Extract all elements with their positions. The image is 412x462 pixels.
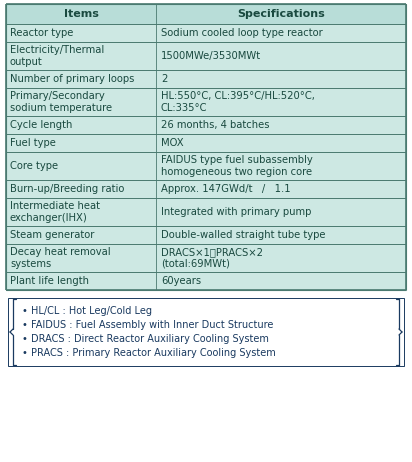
Bar	[6, 116, 156, 134]
Bar	[6, 134, 156, 152]
Text: 60years: 60years	[161, 276, 201, 286]
Text: MOX: MOX	[161, 138, 184, 148]
Bar	[6, 4, 156, 24]
Text: Cycle length: Cycle length	[10, 120, 73, 130]
Bar	[156, 198, 406, 226]
Bar	[156, 42, 406, 70]
Text: Primary/Secondary
sodium temperature: Primary/Secondary sodium temperature	[10, 91, 112, 113]
Text: HL:550°C, CL:395°C/HL:520°C,
CL:335°C: HL:550°C, CL:395°C/HL:520°C, CL:335°C	[161, 91, 315, 113]
Bar	[6, 42, 156, 70]
Bar	[156, 180, 406, 198]
Text: Sodium cooled loop type reactor: Sodium cooled loop type reactor	[161, 28, 323, 38]
Text: 2: 2	[161, 74, 167, 84]
Bar	[6, 226, 156, 244]
Bar	[6, 70, 156, 88]
Text: Decay heat removal
systems: Decay heat removal systems	[10, 247, 111, 269]
Text: Electricity/Thermal
output: Electricity/Thermal output	[10, 45, 104, 67]
Text: Specifications: Specifications	[237, 9, 325, 19]
Bar	[6, 152, 156, 180]
Bar	[156, 152, 406, 180]
Bar	[6, 244, 156, 272]
Text: Items: Items	[63, 9, 98, 19]
Text: Reactor type: Reactor type	[10, 28, 73, 38]
Bar	[156, 134, 406, 152]
Text: Fuel type: Fuel type	[10, 138, 56, 148]
Text: Number of primary loops: Number of primary loops	[10, 74, 134, 84]
Bar	[156, 70, 406, 88]
Text: • HL/CL : Hot Leg/Cold Leg: • HL/CL : Hot Leg/Cold Leg	[22, 306, 152, 316]
Text: Integrated with primary pump: Integrated with primary pump	[161, 207, 311, 217]
Text: Plant life length: Plant life length	[10, 276, 89, 286]
Text: Intermediate heat
exchanger(IHX): Intermediate heat exchanger(IHX)	[10, 201, 100, 223]
Bar	[156, 88, 406, 116]
Text: 26 months, 4 batches: 26 months, 4 batches	[161, 120, 269, 130]
Bar	[156, 4, 406, 24]
Text: FAIDUS type fuel subassembly
homogeneous two region core: FAIDUS type fuel subassembly homogeneous…	[161, 155, 313, 177]
Text: Steam generator: Steam generator	[10, 230, 94, 240]
Bar	[156, 226, 406, 244]
Text: Approx. 147GWd/t   /   1.1: Approx. 147GWd/t / 1.1	[161, 184, 290, 194]
Text: • DRACS : Direct Reactor Auxiliary Cooling System: • DRACS : Direct Reactor Auxiliary Cooli…	[22, 334, 269, 344]
Bar	[6, 88, 156, 116]
Bar	[156, 244, 406, 272]
Bar	[156, 116, 406, 134]
Text: • PRACS : Primary Reactor Auxiliary Cooling System: • PRACS : Primary Reactor Auxiliary Cool…	[22, 348, 276, 358]
Text: DRACS×1＋PRACS×2
(total:69MWt): DRACS×1＋PRACS×2 (total:69MWt)	[161, 247, 263, 269]
Bar	[156, 272, 406, 290]
Bar	[8, 298, 404, 366]
Text: Core type: Core type	[10, 161, 58, 171]
Text: Double-walled straight tube type: Double-walled straight tube type	[161, 230, 325, 240]
Bar	[6, 272, 156, 290]
Text: • FAIDUS : Fuel Assembly with Inner Duct Structure: • FAIDUS : Fuel Assembly with Inner Duct…	[22, 320, 274, 330]
Bar	[156, 24, 406, 42]
Text: Burn-up/Breeding ratio: Burn-up/Breeding ratio	[10, 184, 124, 194]
Text: 1500MWe/3530MWt: 1500MWe/3530MWt	[161, 51, 261, 61]
Bar	[6, 180, 156, 198]
Bar	[6, 198, 156, 226]
Bar	[6, 24, 156, 42]
